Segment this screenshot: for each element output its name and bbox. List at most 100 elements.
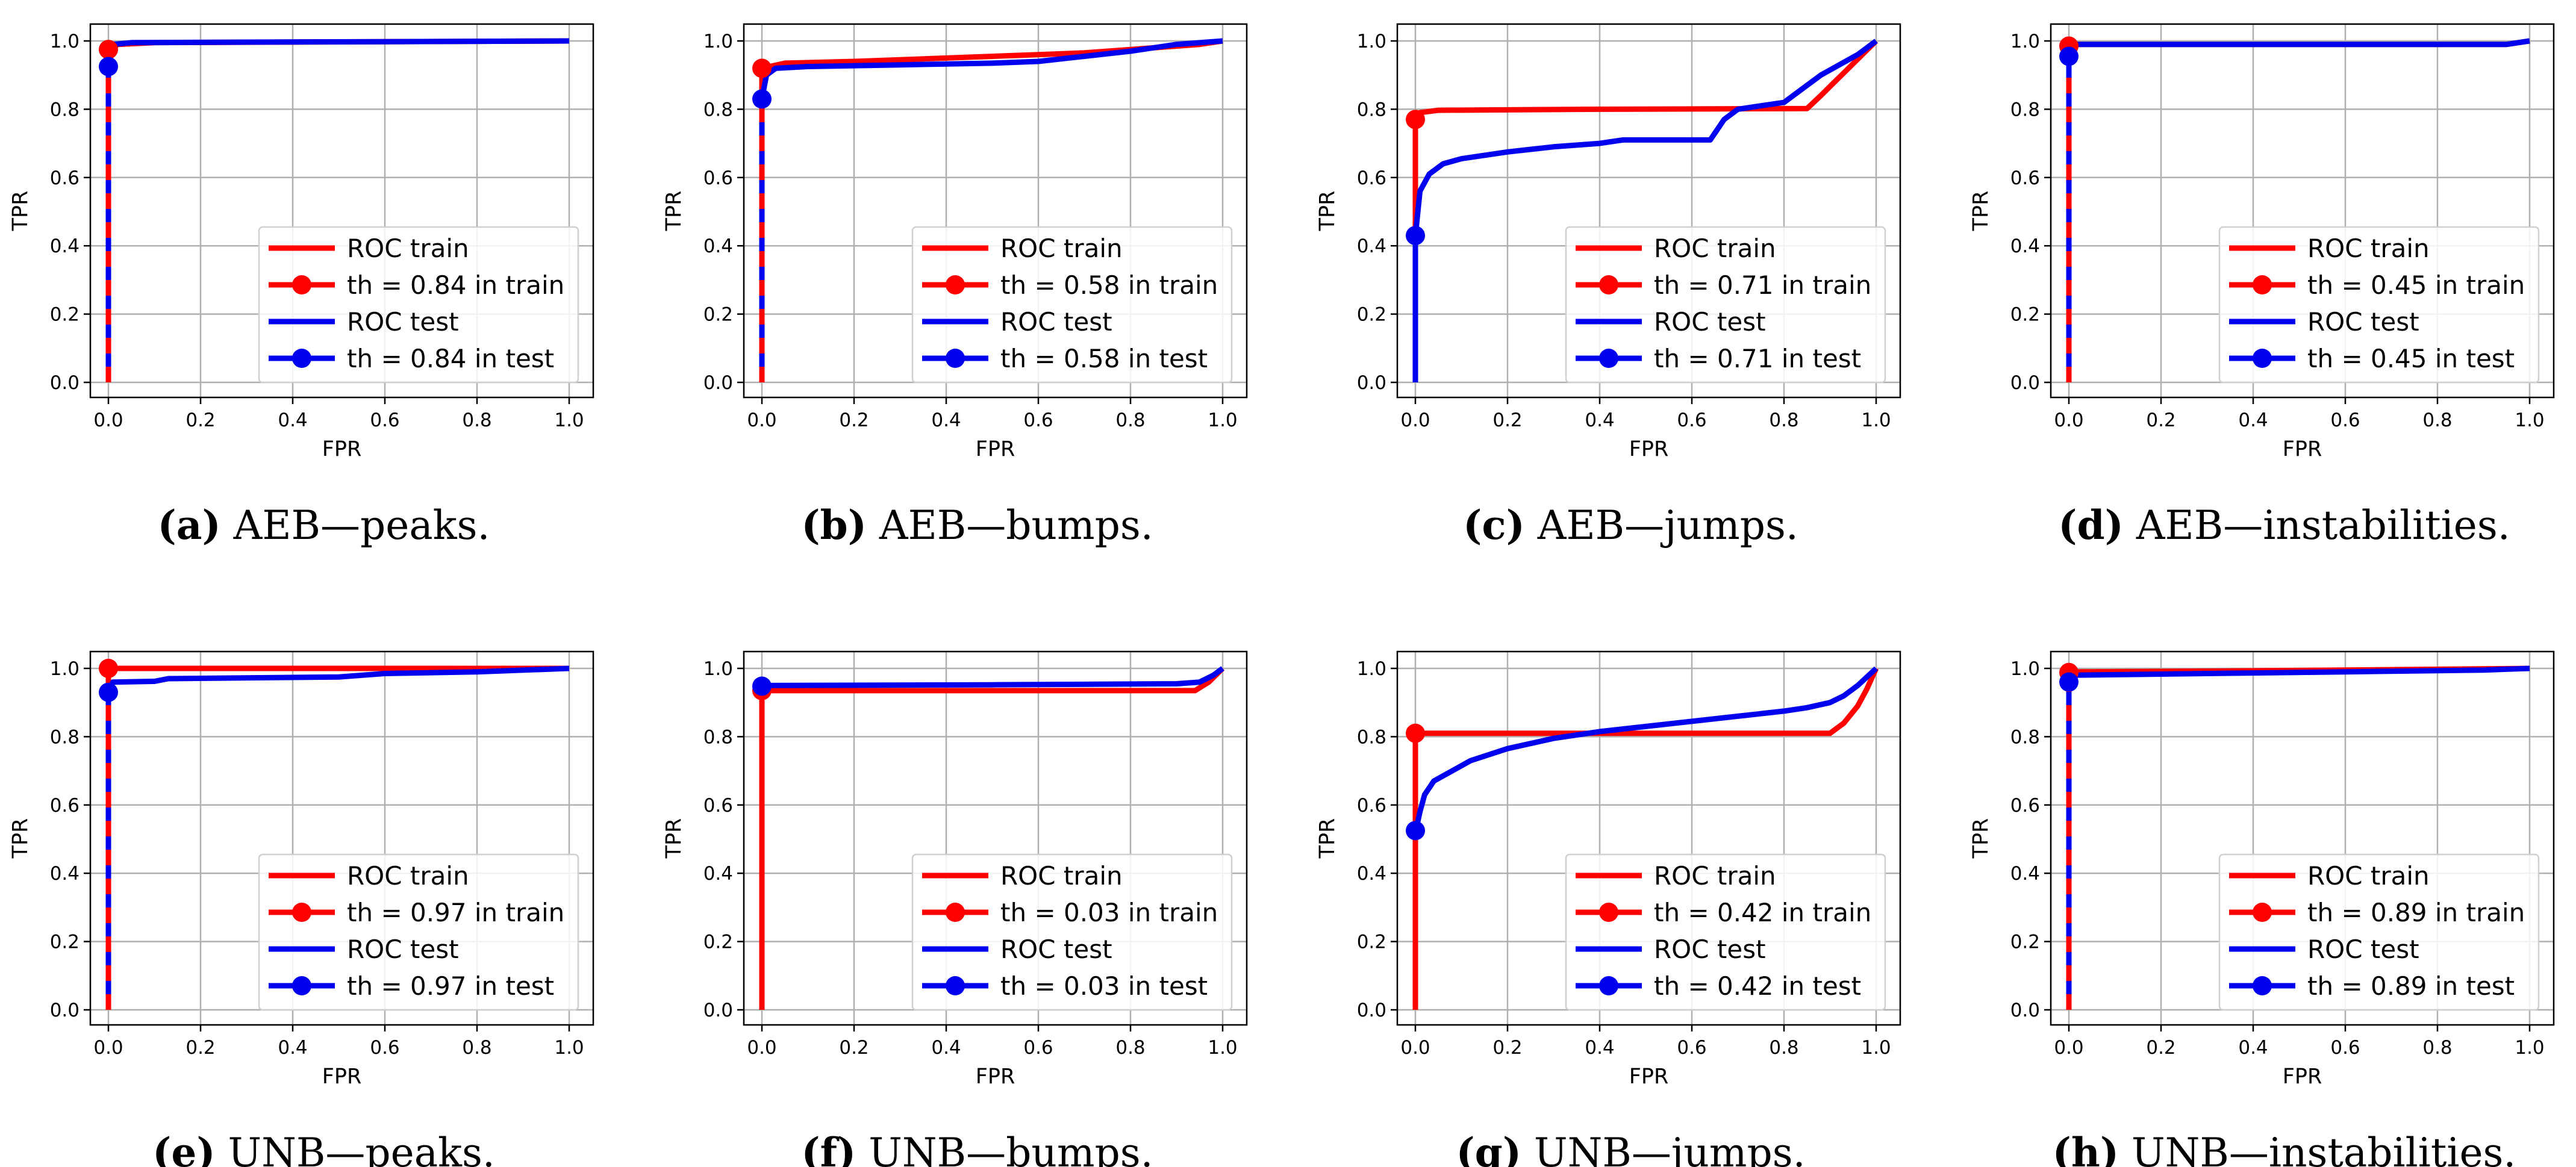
- legend-box: [258, 853, 579, 1011]
- axes-frame: [743, 23, 1248, 399]
- x-tick-label: 0.0: [1400, 409, 1430, 431]
- legend-label: ROC train: [1000, 861, 1123, 891]
- y-tick-label: 1.0: [703, 658, 733, 680]
- legend-marker-swatch: [2253, 275, 2272, 294]
- y-axis-label: TPR: [8, 191, 33, 232]
- y-tick-label: 0.8: [2010, 99, 2040, 120]
- x-axis-label: FPR: [976, 1065, 1015, 1089]
- subfigure-caption: (e) UNB—peaks.: [152, 1129, 495, 1167]
- subfigure-caption: (h) UNB—instabilities.: [2053, 1129, 2516, 1167]
- legend-label: th = 0.97 in train: [347, 898, 564, 927]
- x-axis-label: FPR: [322, 1065, 362, 1089]
- threshold-test-marker: [2059, 46, 2079, 66]
- x-tick-label: 1.0: [2515, 409, 2544, 431]
- x-tick-label: 0.0: [747, 409, 776, 431]
- legend-marker-swatch: [946, 275, 965, 294]
- caption-letter: (a): [157, 502, 220, 549]
- legend-label: ROC train: [2307, 234, 2430, 263]
- x-tick-label: 0.2: [186, 1037, 215, 1059]
- x-tick-label: 0.8: [2422, 1037, 2452, 1059]
- x-tick-label: 0.0: [2054, 1037, 2083, 1059]
- threshold-train-marker: [752, 58, 772, 78]
- legend-label: th = 0.89 in train: [2307, 898, 2525, 927]
- y-tick-label: 0.6: [703, 795, 733, 817]
- legend-box: [2218, 853, 2540, 1011]
- x-tick-label: 0.2: [2146, 1037, 2175, 1059]
- y-axis-label: TPR: [1315, 191, 1339, 232]
- x-tick-label: 0.4: [278, 409, 307, 431]
- axes-frame: [1396, 23, 1901, 399]
- x-axis-label: FPR: [2283, 1065, 2322, 1089]
- legend-label: th = 0.89 in test: [2307, 971, 2515, 1001]
- y-tick-label: 0.4: [50, 235, 80, 257]
- caption-text: AEB—peaks.: [221, 502, 490, 549]
- legend-box: [258, 226, 579, 384]
- threshold-test-marker: [1406, 226, 1425, 246]
- y-tick-label: 0.4: [703, 863, 733, 885]
- x-tick-label: 1.0: [554, 409, 584, 431]
- legend: ROC train th = 0.45 in train ROC test th = …: [2218, 226, 2540, 384]
- legend: ROC train th = 0.03 in train ROC test th = …: [911, 853, 1233, 1011]
- y-tick-label: 0.8: [703, 726, 733, 748]
- roc-panel-g: 0.0 0.2 0.4 0.6 0.8 1.0 0.0 0.2 0.4 0.6 0.8 1.0 FPR T…: [1315, 650, 1901, 1167]
- x-axis-label: FPR: [2283, 437, 2322, 461]
- legend-marker-swatch: [1599, 903, 1618, 922]
- x-tick-label: 0.8: [1769, 409, 1798, 431]
- x-tick-label: 0.6: [1677, 1037, 1706, 1059]
- legend: ROC train th = 0.71 in train ROC test th = …: [1565, 226, 1886, 384]
- x-tick-label: 1.0: [554, 1037, 584, 1059]
- x-tick-label: 0.0: [2054, 409, 2083, 431]
- x-tick-label: 0.4: [931, 409, 961, 431]
- y-tick-label: 0.2: [703, 932, 733, 953]
- legend-box: [1565, 853, 1886, 1011]
- y-tick-label: 0.8: [1357, 726, 1386, 748]
- legend-marker-swatch: [2253, 976, 2272, 995]
- y-tick-label: 0.6: [1357, 795, 1386, 817]
- x-tick-label: 0.0: [1400, 1037, 1430, 1059]
- legend-label: ROC test: [1654, 935, 1766, 964]
- x-tick-label: 0.6: [2330, 409, 2360, 431]
- caption-text: AEB—instabilities.: [2124, 502, 2510, 549]
- caption-letter: (f): [801, 1129, 856, 1167]
- roc-test-line: [762, 666, 1224, 688]
- subfigure-caption: (b) AEB—bumps.: [801, 502, 1153, 549]
- y-tick-label: 0.0: [2010, 372, 2040, 394]
- x-tick-label: 0.8: [462, 1037, 491, 1059]
- y-tick-label: 1.0: [50, 31, 80, 52]
- legend-marker-swatch: [292, 976, 311, 995]
- y-tick-label: 0.0: [703, 1000, 733, 1021]
- axes-frame: [89, 23, 594, 399]
- x-tick-label: 0.4: [2238, 409, 2268, 431]
- caption-letter: (g): [1456, 1129, 1521, 1167]
- caption-letter: (c): [1463, 502, 1525, 549]
- threshold-test-marker: [2059, 672, 2079, 692]
- legend: ROC train th = 0.89 in train ROC test th = …: [2218, 853, 2540, 1011]
- y-tick-label: 0.2: [50, 304, 80, 326]
- roc-panel-d: 0.0 0.2 0.4 0.6 0.8 1.0 0.0 0.2 0.4 0.6 0.8 1.0 FPR T…: [1969, 23, 2555, 549]
- caption-text: UNB—peaks.: [216, 1130, 495, 1167]
- legend-label: th = 0.58 in test: [1000, 344, 1208, 373]
- y-tick-label: 0.6: [1357, 167, 1386, 189]
- legend: ROC train th = 0.58 in train ROC test th = …: [911, 226, 1233, 384]
- legend-marker-swatch: [292, 903, 311, 922]
- y-tick-label: 0.2: [2010, 932, 2040, 953]
- x-tick-label: 0.2: [2146, 409, 2175, 431]
- y-tick-label: 0.6: [2010, 795, 2040, 817]
- legend-label: ROC test: [347, 935, 459, 964]
- axes-frame: [2050, 23, 2555, 399]
- legend-label: th = 0.71 in test: [1654, 344, 1861, 373]
- legend-label: ROC test: [1000, 307, 1112, 337]
- x-tick-label: 0.4: [278, 1037, 307, 1059]
- x-tick-label: 1.0: [1861, 409, 1891, 431]
- plot-area: [759, 38, 1223, 382]
- legend-label: th = 0.42 in train: [1654, 898, 1871, 927]
- y-tick-label: 0.4: [2010, 235, 2040, 257]
- x-tick-label: 0.8: [2422, 409, 2452, 431]
- roc-panel-a: 0.0 0.2 0.4 0.6 0.8 1.0 0.0 0.2 0.4 0.6 0.8 1.0 FPR T…: [8, 23, 594, 549]
- roc-panel-b: 0.0 0.2 0.4 0.6 0.8 1.0 0.0 0.2 0.4 0.6 0.8 1.0 FPR T…: [662, 23, 1248, 549]
- caption-letter: (h): [2053, 1129, 2119, 1167]
- x-tick-label: 0.0: [93, 1037, 123, 1059]
- x-axis-label: FPR: [1629, 437, 1669, 461]
- y-tick-label: 1.0: [2010, 31, 2040, 52]
- legend-marker-swatch: [1599, 275, 1618, 294]
